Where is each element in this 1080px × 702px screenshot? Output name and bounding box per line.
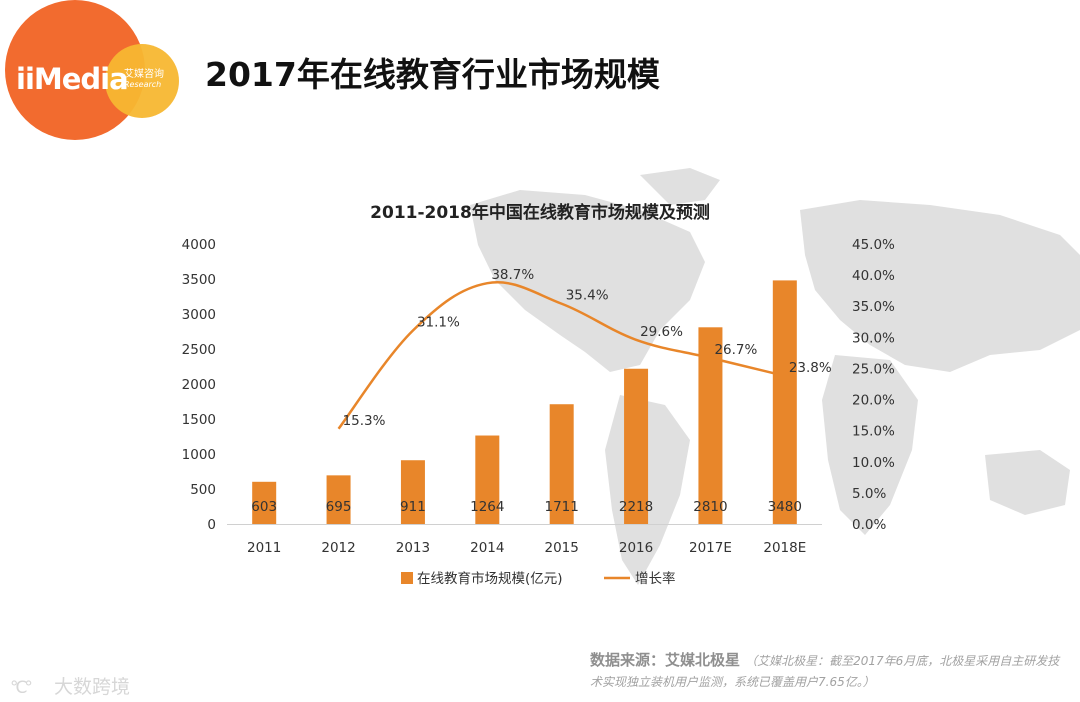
map-australia — [985, 450, 1070, 515]
bar — [252, 481, 277, 524]
map-north-america — [470, 190, 705, 372]
bar-value-label: 1711 — [545, 499, 579, 515]
watermark-icon: °C° — [10, 678, 33, 698]
bar-value-label: 603 — [251, 499, 277, 515]
source-note: （艾媒北极星：截至2017年6月底，北极星采用自主研发技术实现独立装机用户监测，… — [590, 654, 1060, 689]
map-africa — [822, 355, 918, 535]
world-map-background — [470, 168, 1080, 585]
map-greenland — [640, 168, 720, 205]
bar — [772, 280, 797, 524]
left-tick-label: 2500 — [182, 342, 216, 358]
left-tick-label: 0 — [207, 517, 216, 533]
logo-circle-yellow — [105, 44, 179, 118]
bar-value-label: 1264 — [470, 499, 504, 515]
bar — [624, 368, 649, 524]
x-tick-label: 2016 — [619, 540, 653, 556]
growth-rate-label: 35.4% — [566, 288, 609, 304]
bar-value-label: 911 — [400, 499, 426, 515]
legend-label-bar: 在线教育市场规模(亿元) — [417, 570, 563, 587]
legend-label-line: 增长率 — [635, 570, 676, 587]
legend: 在线教育市场规模(亿元) 增长率 — [401, 570, 676, 587]
x-tick-label: 2015 — [545, 540, 579, 556]
growth-rate-label: 29.6% — [640, 324, 683, 340]
bar-labels: 603 695 911 1264 1711 2218 2810 3480 — [251, 499, 802, 515]
bar — [549, 404, 574, 524]
right-tick-label: 45.0% — [852, 237, 895, 253]
right-tick-label: 0.0% — [852, 517, 886, 533]
right-tick-label: 15.0% — [852, 424, 895, 440]
bar-value-label: 2810 — [693, 499, 727, 515]
x-tick-label: 2017E — [689, 540, 732, 556]
right-tick-label: 20.0% — [852, 393, 895, 409]
bar-value-label: 3480 — [768, 499, 802, 515]
growth-rate-label: 15.3% — [343, 413, 386, 429]
right-tick-label: 35.0% — [852, 299, 895, 315]
growth-rate-label: 23.8% — [789, 360, 832, 376]
left-tick-label: 3500 — [182, 272, 216, 288]
right-tick-label: 40.0% — [852, 268, 895, 284]
x-tick-label: 2018E — [763, 540, 806, 556]
bar-value-label: 2218 — [619, 499, 653, 515]
right-tick-label: 5.0% — [852, 486, 886, 502]
right-axis: 0.0% 5.0% 10.0% 15.0% 20.0% 25.0% 30.0% 35.0% 40… — [852, 237, 895, 533]
bar — [326, 475, 351, 524]
left-tick-label: 500 — [190, 482, 216, 498]
watermark: °C° 大数跨境 — [10, 672, 130, 699]
bar — [475, 435, 500, 524]
logo-en-text: Research — [124, 80, 162, 89]
watermark-text: 大数跨境 — [54, 676, 131, 698]
x-tick-label: 2011 — [247, 540, 281, 556]
growth-rate-line — [337, 281, 786, 430]
growth-rate-label: 26.7% — [714, 342, 757, 358]
logo-wordmark: iiMedia — [16, 62, 129, 96]
legend-swatch-bar — [401, 572, 413, 584]
bars — [252, 280, 797, 524]
bar — [400, 460, 425, 524]
x-tick-label: 2014 — [470, 540, 504, 556]
right-tick-label: 10.0% — [852, 455, 895, 471]
x-tick-label: 2013 — [396, 540, 430, 556]
chart-title: 2011-2018年中国在线教育市场规模及预测 — [370, 202, 710, 223]
page-title: 2017年在线教育行业市场规模 — [205, 55, 660, 94]
x-axis: 2011 2012 2013 2014 2015 2016 2017E 2018E — [227, 524, 822, 556]
source-block: 数据来源：艾媒北极星 （艾媒北极星：截至2017年6月底，北极星采用自主研发技术… — [590, 650, 1060, 692]
map-europe-asia — [800, 200, 1080, 372]
growth-rate-label: 38.7% — [491, 267, 534, 283]
source-label: 数据来源：艾媒北极星 — [590, 651, 741, 669]
left-tick-label: 2000 — [182, 377, 216, 393]
logo-cn-text: 艾媒咨询 — [124, 69, 164, 80]
line-labels: 15.3% 31.1% 38.7% 35.4% 29.6% 26.7% 23.8% — [343, 267, 832, 429]
right-tick-label: 30.0% — [852, 330, 895, 346]
bar-value-label: 695 — [326, 499, 352, 515]
right-tick-label: 25.0% — [852, 361, 895, 377]
left-tick-label: 3000 — [182, 307, 216, 323]
left-tick-label: 1500 — [182, 412, 216, 428]
left-tick-label: 4000 — [182, 237, 216, 253]
left-tick-label: 1000 — [182, 447, 216, 463]
x-tick-label: 2012 — [321, 540, 355, 556]
growth-line — [337, 281, 786, 430]
left-axis: 0 500 1000 1500 2000 2500 3000 3500 4000 — [182, 237, 216, 533]
growth-rate-label: 31.1% — [417, 314, 460, 330]
